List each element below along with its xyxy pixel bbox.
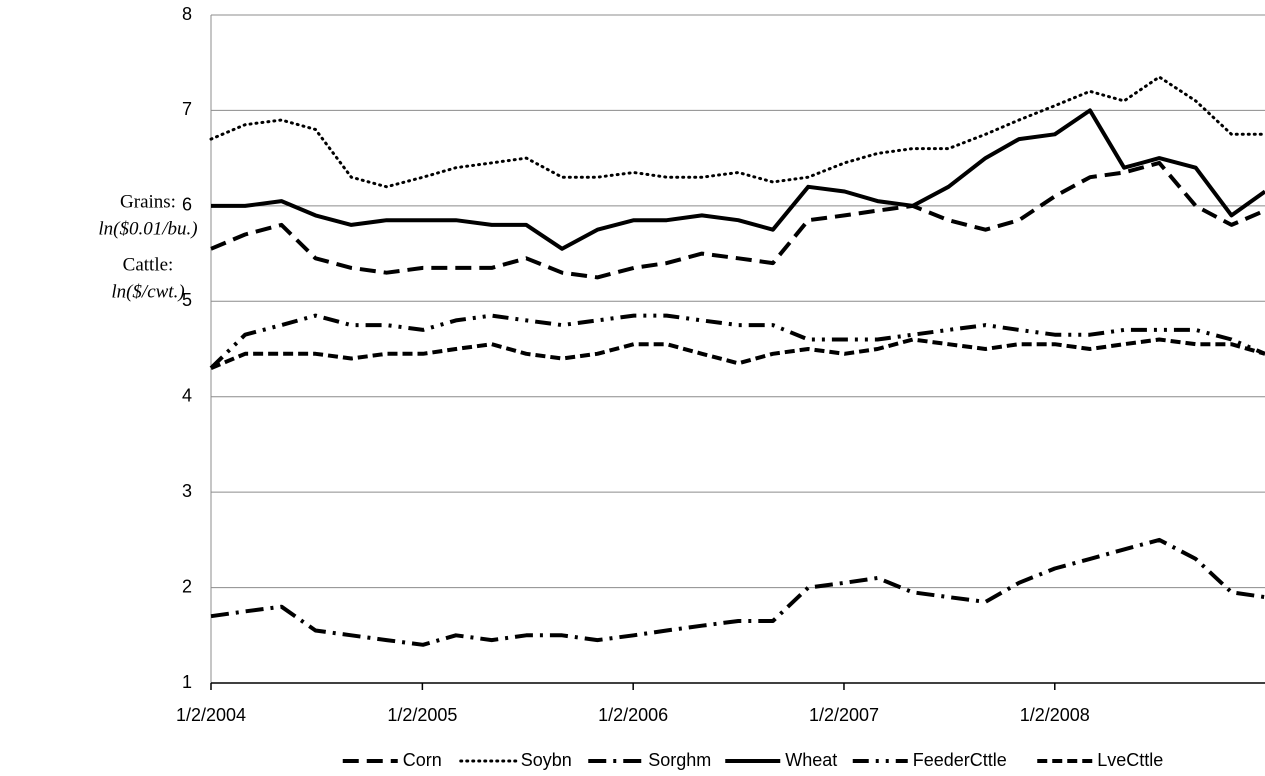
y-tick-label: 3	[182, 481, 192, 501]
y-tick-label: 2	[182, 576, 192, 596]
legend-label: Sorghm	[648, 750, 711, 770]
legend-label: Wheat	[785, 750, 837, 770]
y-label: Grains:	[120, 191, 176, 212]
x-tick-label: 1/2/2006	[598, 705, 668, 725]
legend-label: FeederCttle	[913, 750, 1007, 770]
x-tick-label: 1/2/2007	[809, 705, 879, 725]
series-line	[210, 537, 1265, 647]
y-label: ln($0.01/bu.)	[98, 218, 197, 239]
series-line	[210, 337, 1265, 370]
x-tick-label: 1/2/2005	[387, 705, 457, 725]
legend-label: Soybn	[521, 750, 572, 770]
legend-label: Corn	[403, 750, 442, 770]
y-tick-label: 4	[182, 385, 192, 405]
y-label: ln($/cwt.)	[111, 281, 184, 302]
series-line	[211, 108, 1265, 251]
y-tick-label: 1	[182, 672, 192, 692]
y-tick-label: 8	[182, 4, 192, 24]
y-label: Cattle:	[123, 254, 174, 275]
series-line	[210, 160, 1265, 280]
x-tick-label: 1/2/2004	[176, 705, 246, 725]
y-tick-label: 6	[182, 195, 192, 215]
y-tick-label: 7	[182, 99, 192, 119]
series-line	[209, 313, 1265, 370]
legend-label: LveCttle	[1097, 750, 1163, 770]
y-tick-label: 5	[182, 290, 192, 310]
x-tick-label: 1/2/2008	[1020, 705, 1090, 725]
series-line	[209, 75, 1265, 189]
